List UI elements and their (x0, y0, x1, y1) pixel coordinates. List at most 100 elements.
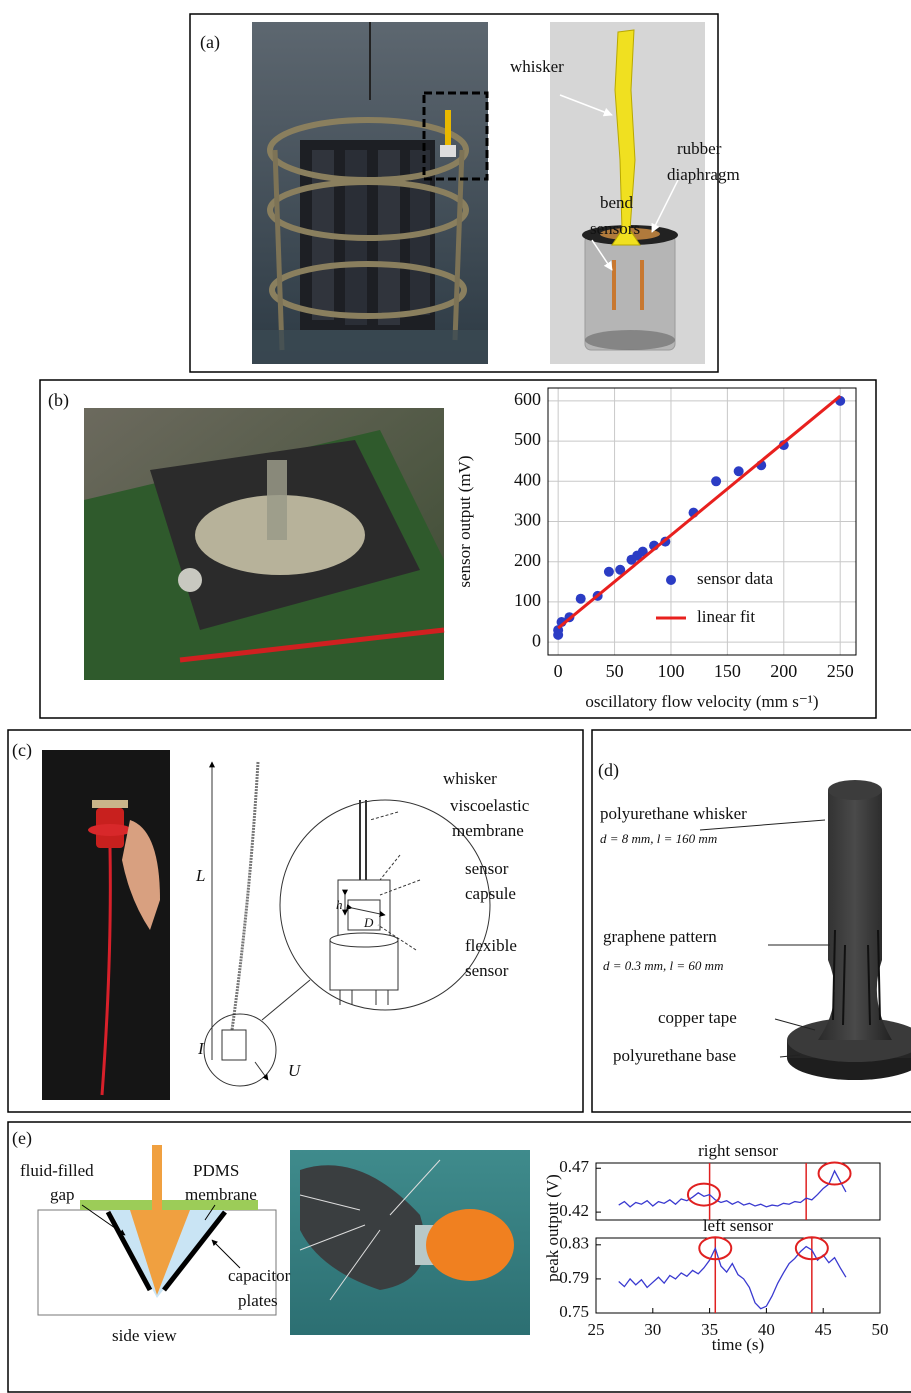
panel-c-part: (c) (12, 740, 32, 761)
annotation: whisker (443, 769, 497, 788)
x-tick-label: 250 (827, 661, 854, 681)
annotation: plates (238, 1291, 278, 1310)
annotation: membrane (452, 821, 524, 840)
y-tick-label: 0 (532, 630, 541, 650)
x-tick-label: 50 (606, 661, 624, 681)
panel-e-part: (e) (12, 1128, 32, 1149)
annotation: h (336, 897, 343, 912)
y-tick-label: 400 (514, 469, 541, 489)
annotation: gap (50, 1185, 75, 1204)
y-tick-label: 0.42 (559, 1201, 589, 1220)
panel-d: (d) polyurethane whisker d = 8 mm, l = 1… (592, 730, 911, 1112)
data-point (711, 476, 721, 486)
plot-frame (596, 1163, 880, 1220)
annotation: side view (112, 1326, 177, 1345)
annotation: viscoelastic (450, 796, 530, 815)
photo-part (440, 145, 456, 157)
data-point (604, 567, 614, 577)
annotation: flexible (465, 936, 517, 955)
render-part (828, 780, 882, 800)
subplot-title: left sensor (703, 1216, 774, 1235)
photo (290, 1150, 530, 1335)
annotation: PDMS (193, 1161, 239, 1180)
figure: (a) whisker rubber diaphragm bend sensor… (0, 0, 911, 1393)
diagram-part (262, 980, 310, 1020)
diagram-part (330, 933, 398, 947)
annotation: D (363, 915, 374, 930)
x-axis-label: time (s) (712, 1335, 764, 1354)
diagram-part (255, 1062, 268, 1080)
annotation: polyurethane whisker (600, 804, 747, 823)
diagram (204, 762, 490, 1086)
photo (252, 22, 488, 364)
photo-part (252, 330, 488, 364)
photo-part (88, 824, 132, 836)
panel-c: (c) whisker viscoelastic membrane sensor… (8, 730, 583, 1112)
data-point (576, 594, 586, 604)
render (700, 780, 911, 1080)
y-tick-label: 300 (514, 510, 541, 530)
fit-line (558, 396, 840, 628)
photo (84, 408, 444, 680)
annotation: U (288, 1061, 302, 1080)
photo-part (267, 460, 287, 540)
annotation: bend (600, 193, 634, 212)
render-part (640, 260, 644, 310)
annotation: rubber (677, 139, 722, 158)
x-tick-label: 100 (657, 661, 684, 681)
panel-d-part: (d) (598, 760, 619, 781)
photo-part (178, 568, 202, 592)
y-tick-label: 0.83 (559, 1234, 589, 1253)
annotation: capacitor (228, 1266, 291, 1285)
photo (42, 750, 170, 1100)
panel-a: (a) whisker rubber diaphragm bend sensor… (190, 14, 740, 372)
legend-swatch (666, 575, 676, 585)
annotation: fluid-filled (20, 1161, 94, 1180)
annotation: capsule (465, 884, 516, 903)
x-tick-label: 0 (554, 661, 563, 681)
annotation: polyurethane base (613, 1046, 736, 1065)
render-part (612, 260, 616, 310)
highlight-circle (819, 1163, 851, 1185)
side-view-part (152, 1145, 162, 1210)
y-tick-label: 0.47 (559, 1157, 589, 1176)
annotation: d = 0.3 mm, l = 60 mm (603, 958, 723, 973)
y-tick-label: 500 (514, 429, 541, 449)
x-tick-label: 200 (770, 661, 797, 681)
render-part (585, 330, 675, 350)
legend-label: sensor data (697, 569, 773, 588)
x-axis-label: oscillatory flow velocity (mm s⁻¹) (585, 692, 818, 711)
diagram-part (232, 762, 258, 1030)
annotation: diaphragm (667, 165, 740, 184)
panel-b-part: (b) (48, 390, 69, 411)
annotation: whisker (510, 57, 564, 76)
highlight-circle (688, 1184, 720, 1206)
annotation: copper tape (658, 1008, 737, 1027)
annotation: membrane (185, 1185, 257, 1204)
panel-a-part: (a) (200, 32, 220, 53)
y-tick-label: 100 (514, 590, 541, 610)
x-tick-label: 50 (872, 1320, 889, 1339)
annotation: sensor (465, 859, 509, 878)
annotation: graphene pattern (603, 927, 717, 946)
annotation: L (195, 866, 205, 885)
y-tick-label: 0.75 (559, 1302, 589, 1321)
photo-part (92, 800, 128, 808)
plot-frame (596, 1238, 880, 1313)
x-tick-label: 150 (714, 661, 741, 681)
diagram-part (338, 880, 390, 940)
x-tick-label: 45 (815, 1320, 832, 1339)
y-axis-label: sensor output (mV) (455, 455, 474, 587)
photo-part (426, 1209, 514, 1281)
subplot-title: right sensor (698, 1141, 778, 1160)
annotation: d = 8 mm, l = 160 mm (600, 831, 717, 846)
diagram-part (222, 1030, 246, 1060)
render-part (818, 790, 892, 1040)
y-tick-label: 200 (514, 550, 541, 570)
annotation: sensor (465, 961, 509, 980)
legend-label: linear fit (697, 607, 755, 626)
x-tick-label: 30 (644, 1320, 661, 1339)
y-tick-label: 0.79 (559, 1268, 589, 1287)
y-tick-label: 600 (514, 389, 541, 409)
annotation: sensors (590, 219, 640, 238)
